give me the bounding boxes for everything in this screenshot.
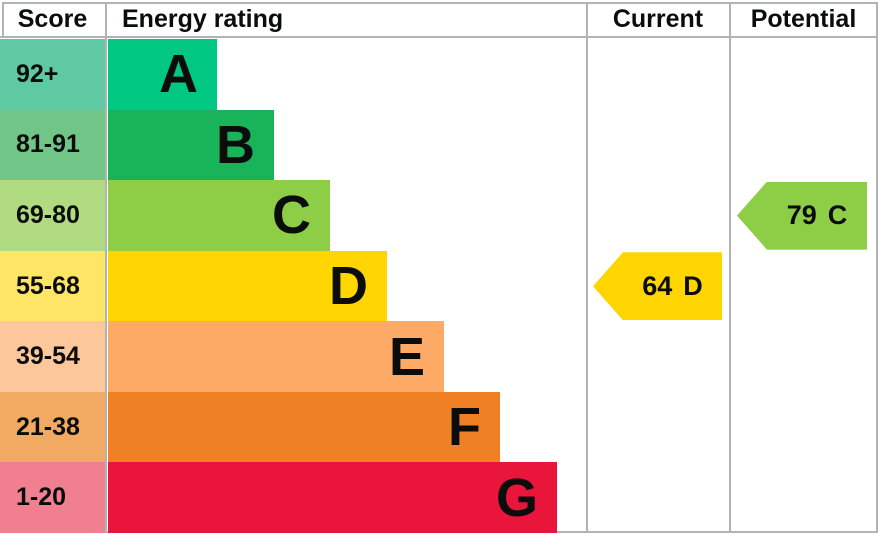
band-bar: B [108, 109, 274, 181]
band-row-g: 1-20 G [0, 462, 886, 534]
band-letter: G [495, 467, 538, 528]
score-column-header: Score [17, 4, 88, 33]
score-cell: 55-68 [0, 250, 105, 322]
score-cell: 39-54 [0, 321, 105, 392]
score-cell: 1-20 [0, 462, 105, 534]
right-border-line [876, 2, 878, 533]
band-letter: B [216, 114, 255, 175]
top-border-line [2, 2, 878, 4]
current-rating-value: 64 [642, 270, 673, 301]
band-letter: C [272, 185, 311, 246]
score-cell: 69-80 [0, 180, 105, 251]
current-column-divider [729, 2, 731, 533]
band-bar: F [108, 391, 500, 463]
score-column-divider [105, 2, 107, 533]
band-bar: D [108, 250, 387, 322]
left-border-line [2, 2, 4, 36]
band-bar: G [108, 462, 557, 534]
band-bar: E [108, 321, 444, 392]
band-letter: D [329, 256, 368, 317]
score-cell: 21-38 [0, 391, 105, 463]
band-bar: A [108, 39, 217, 110]
band-rows: 92+ A 81-91 B 69-80 C 55-68 D 39-54 E 21… [0, 39, 886, 534]
header-divider-line [0, 36, 878, 38]
score-cell: 92+ [0, 39, 105, 110]
rating-column-divider [586, 2, 588, 533]
band-row-b: 81-91 B [0, 109, 886, 181]
potential-rating-band: C [827, 200, 848, 231]
current-rating-tag: 64 D [593, 252, 722, 321]
score-cell: 81-91 [0, 109, 105, 181]
potential-rating-value: 79 [786, 200, 817, 231]
band-letter: F [448, 397, 481, 458]
band-row-c: 69-80 C [0, 180, 886, 251]
current-rating-band: D [683, 270, 703, 301]
band-bar: C [108, 180, 330, 251]
band-row-a: 92+ A [0, 39, 886, 110]
potential-column-header: Potential [750, 4, 857, 33]
band-row-d: 55-68 D [0, 250, 886, 322]
energy-rating-column-header: Energy rating [122, 4, 284, 33]
band-row-f: 21-38 F [0, 391, 886, 463]
band-letter: A [159, 44, 198, 105]
band-letter: E [388, 326, 425, 387]
potential-rating-tag: 79 C [737, 181, 867, 250]
band-row-e: 39-54 E [0, 321, 886, 392]
current-column-header: Current [612, 4, 704, 33]
